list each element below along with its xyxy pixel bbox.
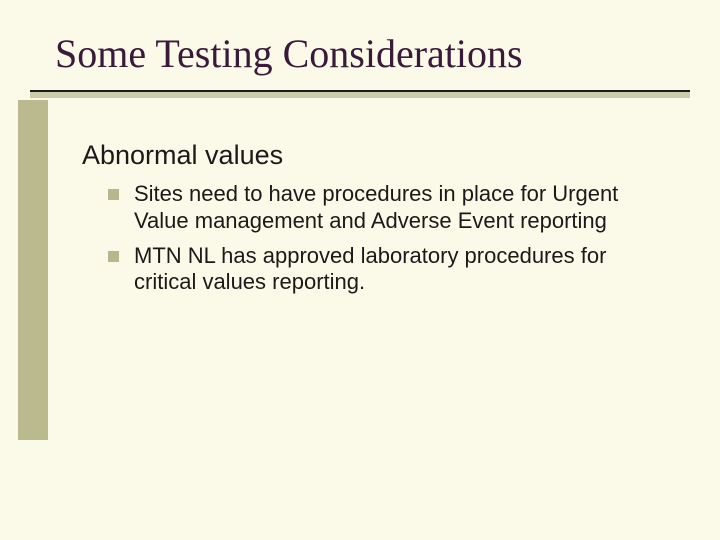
square-bullet-icon <box>108 251 119 262</box>
left-accent-bar <box>18 100 48 440</box>
title-rule-shadow <box>30 92 690 98</box>
list-item: MTN NL has approved laboratory procedure… <box>108 243 662 297</box>
list-item-text: MTN NL has approved laboratory procedure… <box>134 243 606 295</box>
square-bullet-icon <box>108 189 119 200</box>
bullet-list: Sites need to have procedures in place f… <box>108 181 662 296</box>
subheading: Abnormal values <box>82 140 662 171</box>
list-item: Sites need to have procedures in place f… <box>108 181 662 235</box>
slide-title: Some Testing Considerations <box>55 30 523 77</box>
title-rule <box>30 90 690 100</box>
list-item-text: Sites need to have procedures in place f… <box>134 181 618 233</box>
slide-body: Abnormal values Sites need to have proce… <box>82 140 662 304</box>
